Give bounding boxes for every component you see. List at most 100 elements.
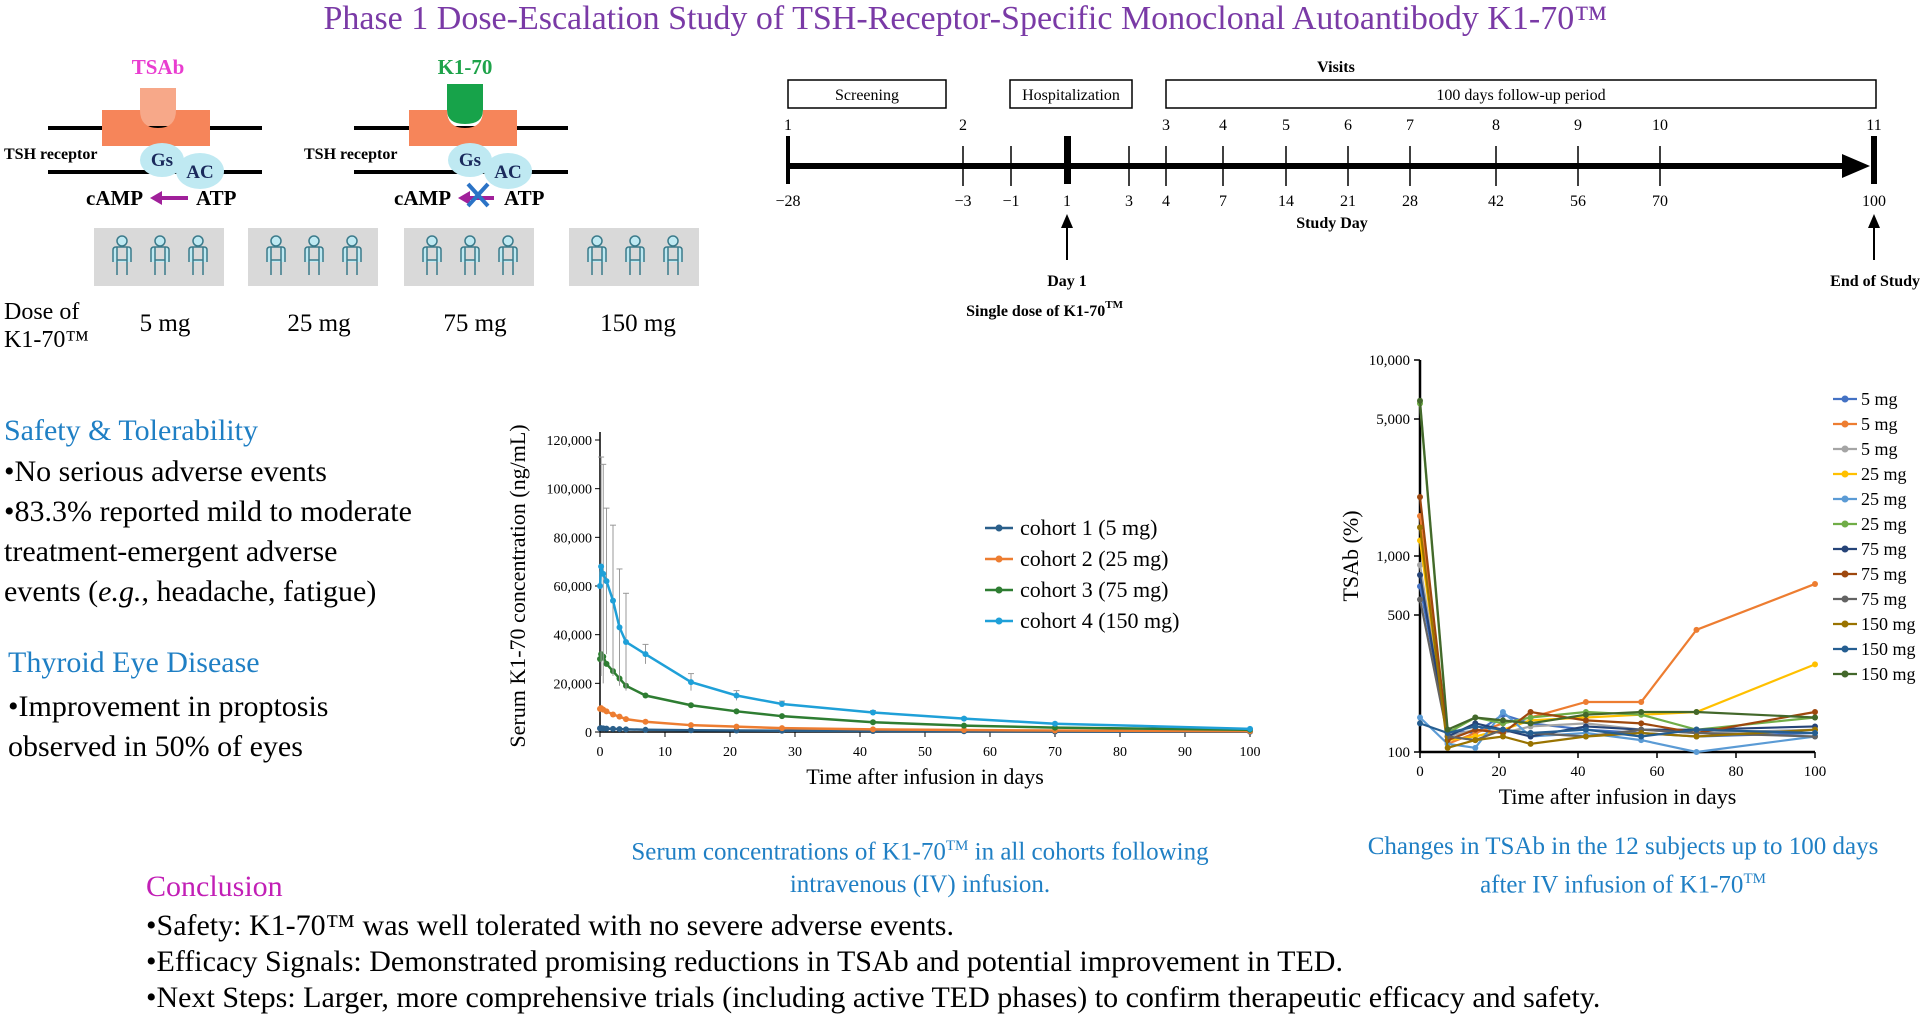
pk-legend-label: cohort 2 (25 mg) (1020, 546, 1168, 571)
pk-point (688, 702, 694, 709)
tsab-x-tick-label: 20 (1492, 764, 1507, 780)
visit-number: 3 (1162, 117, 1170, 134)
tsab-point (1527, 740, 1534, 747)
visit-number: 9 (1574, 117, 1582, 134)
pk-legend-item: cohort 2 (25 mg) (985, 546, 1168, 571)
tsab-legend: 5 mg 5 mg 5 mg 25 mg 25 mg 25 mg 75 mg 75 mg 75 … (1833, 389, 1916, 684)
pk-x-tick-label: 30 (788, 745, 802, 760)
tsab-point (1417, 720, 1423, 727)
tm-superscript: TM (1105, 299, 1123, 311)
tsab-legend-item: 5 mg (1833, 414, 1898, 434)
pk-series-line (597, 725, 1253, 735)
tsab-legend-label: 75 mg (1861, 539, 1907, 559)
tsab-line (1418, 515, 1816, 746)
pk-x-tick-label: 60 (983, 745, 997, 760)
tsab-point (1417, 571, 1423, 578)
visit-number: 11 (1866, 117, 1881, 134)
tsab-line (1418, 564, 1816, 738)
tsab-point (1417, 397, 1423, 404)
person-icon (498, 235, 518, 275)
conclusion-efficacy: •Efficacy Signals: Demonstrated promisin… (146, 945, 1343, 978)
tsab-point (1582, 733, 1589, 740)
pk-point (610, 725, 616, 732)
day1-marker (1064, 136, 1071, 184)
person-icon (625, 235, 645, 275)
tsab-series-line (1417, 720, 1818, 740)
pk-x-tick-label: 80 (1113, 745, 1127, 760)
pk-legend-item: cohort 3 (75 mg) (985, 577, 1168, 602)
conclusion-lines: •Safety: K1-70™ was well tolerated with … (146, 908, 1600, 1016)
gs-label: Gs (459, 150, 481, 171)
person-icon (460, 235, 480, 275)
ac-enzyme (176, 153, 224, 189)
tsab-point (1417, 524, 1423, 531)
pk-point (733, 692, 740, 699)
tsab-point (1812, 661, 1818, 668)
person-icon (304, 235, 324, 275)
tsab-x-tick-label: 60 (1650, 764, 1665, 780)
tsab-x-tick-label: 80 (1729, 764, 1744, 780)
person-icon (150, 235, 170, 275)
study-timeline: Screening Hospitalization Visits 100 day… (775, 59, 1920, 320)
tsab-caption-line1: Changes in TSAb in the 12 subjects up to… (1367, 833, 1879, 860)
tsh-receptor-shape (102, 110, 210, 146)
day-label: 1 (1063, 193, 1071, 210)
tsab-x-axis-label: Time after infusion in days (1499, 784, 1737, 809)
person-icon (188, 235, 208, 275)
pk-caption: Serum concentrations of K1-70TM in all c… (560, 830, 1280, 901)
followup-box (1165, 79, 1877, 109)
pk-point (616, 726, 623, 733)
screening-label: Screening (835, 87, 899, 104)
pk-point (961, 727, 967, 734)
tsab-series (1417, 397, 1818, 755)
mechanism-diagram: TSAb TSH receptor Gs AC cAMP ATP K1-70 T… (4, 55, 568, 210)
tsab-point (1527, 708, 1534, 715)
tsab-point (1417, 493, 1423, 500)
pk-point (688, 679, 694, 686)
day-label: 100 (1862, 193, 1886, 210)
person-icon (663, 235, 683, 275)
tsab-point (1472, 737, 1479, 744)
tsab-point (1582, 726, 1589, 733)
arrow-head-icon (150, 191, 162, 205)
pk-point (1247, 725, 1253, 732)
pk-x-tick-label: 20 (723, 745, 737, 760)
block-x-icon (466, 182, 490, 208)
tsab-legend-label: 25 mg (1861, 464, 1907, 484)
visit-number: 8 (1492, 117, 1500, 134)
tsab-legend-item: 75 mg (1833, 589, 1907, 609)
pk-point (603, 578, 610, 585)
tsab-line (1418, 403, 1816, 735)
person-icon (342, 235, 362, 275)
day-label: −3 (954, 193, 971, 210)
pk-x-tick-label: 0 (597, 745, 604, 760)
tsab-y-tick-label: 10,000 (1369, 353, 1410, 369)
tsab-label: TSAb (132, 55, 185, 79)
day-label: −1 (1002, 193, 1019, 210)
tsab-point (1638, 698, 1645, 705)
tsab-axes: 100 500 1,000 5,000 10,000 0 20 40 60 80 100 (1369, 353, 1827, 780)
tsab-y-tick-label: 1,000 (1376, 549, 1410, 565)
receptor-label: TSH receptor (304, 146, 397, 163)
tsab-series-line (1417, 397, 1818, 733)
conclusion-safety: •Safety: K1-70™ was well tolerated with … (146, 909, 954, 942)
tsab-point (1693, 749, 1700, 755)
tsab-legend-item: 5 mg (1833, 439, 1898, 459)
pk-legend-item: cohort 1 (5 mg) (985, 515, 1157, 540)
pk-point (642, 692, 649, 699)
pk-series-line (597, 705, 1253, 735)
tsab-point (1582, 698, 1589, 705)
pk-point (733, 723, 740, 730)
tsab-legend-item: 5 mg (1833, 389, 1898, 409)
cohort-box (248, 228, 378, 286)
tsab-y-tick-label: 5,000 (1376, 412, 1410, 428)
tsab-x-tick-label: 40 (1571, 764, 1586, 780)
tsab-point (1499, 708, 1506, 715)
tsab-caption-line2: after IV infusion of K1-70TM (1480, 871, 1766, 899)
pk-x-tick-label: 50 (918, 745, 932, 760)
gs-label: Gs (151, 150, 173, 171)
visit-number: 4 (1219, 117, 1227, 134)
pk-x-tick-label: 90 (1178, 745, 1192, 760)
person-icon (266, 235, 286, 275)
tsab-point (1812, 708, 1818, 715)
